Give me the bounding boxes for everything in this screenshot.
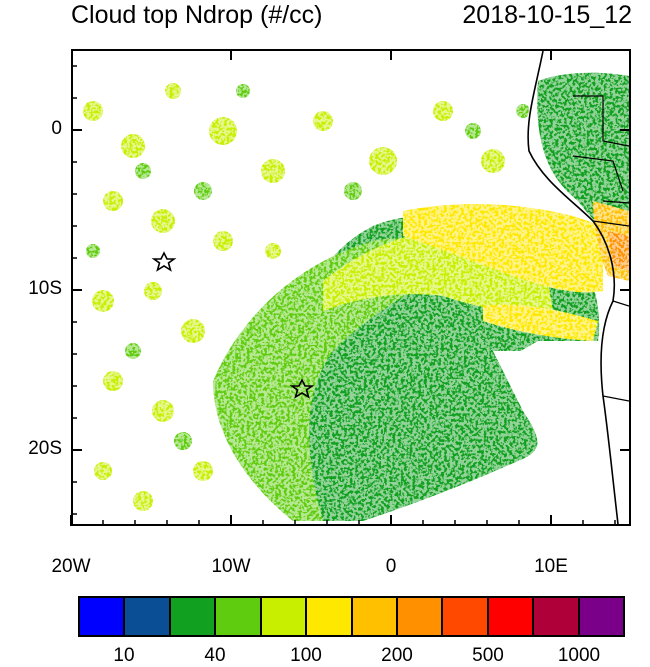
colorbar-box-7: [397, 598, 444, 635]
colorbar-box-3: [216, 598, 262, 635]
colorbar-box-11: [579, 598, 624, 635]
colorbar-box-6: [352, 598, 398, 635]
lon-label-10w: 10W: [211, 556, 251, 577]
colorbar-label-1000: 1000: [557, 645, 601, 666]
colorbar-box-10: [534, 598, 580, 635]
colorbar-box-5: [307, 598, 353, 635]
colorbar-box-4: [261, 598, 308, 635]
lon-label-10e: 10E: [534, 556, 568, 577]
coastline: [527, 51, 619, 524]
star-marker-1: [151, 251, 177, 272]
map-plot-area: [71, 49, 631, 526]
colorbar-label-10: 10: [113, 645, 135, 666]
colorbar-label-500: 500: [472, 645, 504, 666]
map-timestamp: 2018-10-15_12: [462, 1, 632, 29]
lon-label-0: 0: [385, 556, 397, 577]
country-borders: [572, 95, 629, 402]
map-field-svg: [73, 51, 629, 524]
lat-label-0: 0: [51, 118, 62, 139]
colorbar-box-2: [170, 598, 217, 635]
colorbar: [78, 596, 625, 637]
colorbar-label-200: 200: [381, 645, 413, 666]
colorbar-box-1: [125, 598, 171, 635]
colorbar-label-100: 100: [290, 645, 322, 666]
map-title: Cloud top Ndrop (#/cc): [71, 1, 323, 29]
colorbar-box-8: [443, 598, 489, 635]
colorbar-box-0: [80, 598, 126, 635]
lat-label-10s: 10S: [28, 278, 62, 299]
colorbar-box-9: [488, 598, 535, 635]
lat-label-20s: 20S: [28, 438, 62, 459]
colorbar-label-40: 40: [204, 645, 226, 666]
lon-label-20w: 20W: [51, 556, 91, 577]
star-marker-2: [289, 378, 315, 399]
